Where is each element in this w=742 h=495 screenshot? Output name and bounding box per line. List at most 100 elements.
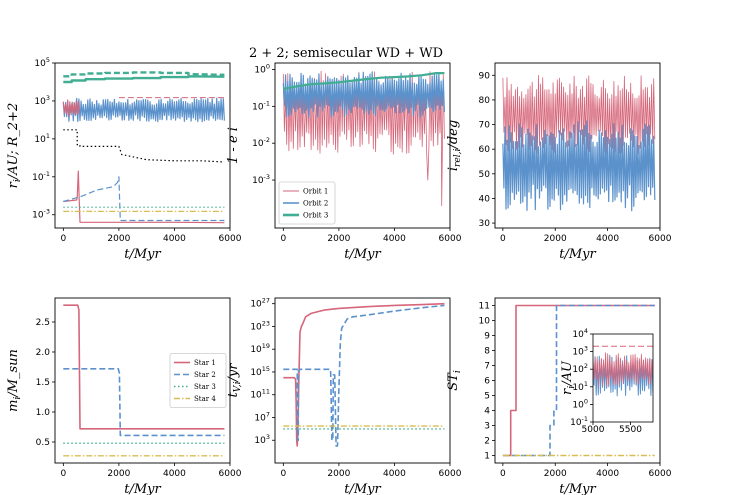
series-line-red: [593, 352, 653, 387]
x-tick-label: 4000: [163, 234, 186, 244]
y-tick-label: 11: [479, 302, 490, 312]
x-tick-label: 6000: [649, 234, 672, 244]
y-tick-label: 80: [479, 96, 491, 106]
x-tick-label: 2000: [327, 234, 350, 244]
legend-label: Star 2: [194, 371, 216, 379]
y-tick-label: 70: [479, 121, 491, 131]
plot-area: [275, 298, 450, 463]
y-axis-label: ri/AU; R_2+2: [6, 103, 23, 189]
y-tick-label: 90: [479, 71, 491, 81]
x-tick-label: 6000: [219, 469, 242, 479]
axes-frame: [274, 62, 451, 229]
x-tick-label: 0: [280, 234, 286, 244]
y-tick-label: 107: [254, 410, 270, 423]
plot-area: [55, 63, 230, 228]
y-tick-label: 10-2: [252, 136, 270, 149]
legend-label: Star 3: [194, 383, 216, 391]
x-tick-label: 2000: [544, 469, 567, 479]
y-tick-label: 1027: [250, 297, 270, 310]
y-tick-label: 1.5: [36, 378, 50, 388]
series-line-green: [63, 75, 225, 84]
y-tick-label: 8: [484, 347, 490, 357]
x-tick-label: 0: [280, 469, 286, 479]
y-tick-label: 6: [484, 377, 490, 387]
chart-p4: 0 2000 4000 6000 0.5 1.0 1.5 2.0 2.5 t/Myr mi/M_su…: [6, 297, 242, 495]
x-tick-label: 2000: [107, 234, 130, 244]
y-tick-label: 10: [479, 317, 491, 327]
legend-label: Star 4: [194, 395, 216, 403]
x-tick-label: 5000: [582, 425, 605, 435]
series-line-red: [283, 302, 445, 447]
y-tick-label: 104: [572, 327, 588, 340]
y-axis-label: irel,i/deg: [446, 120, 463, 171]
chart-p1: 0 2000 4000 6000 10-3 10-1 101 103 105 t/Myr ri/AU…: [6, 56, 242, 262]
y-axis-label: tV,i/yr: [226, 363, 243, 398]
chart-p5: 0 2000 4000 6000 103 107 1011 1015 1019 1023 1027 t…: [226, 297, 462, 495]
x-tick-label: 0: [60, 234, 66, 244]
x-tick-label: 2000: [544, 234, 567, 244]
series-line-green: [63, 71, 225, 78]
y-tick-label: 105: [34, 56, 50, 69]
y-tick-label: 100: [572, 397, 588, 410]
y-tick-label: 10-3: [252, 173, 270, 186]
y-tick-label: 9: [484, 332, 490, 342]
inset-frame: [592, 333, 654, 423]
y-tick-label: 100: [254, 62, 270, 75]
x-tick-label: 4000: [163, 469, 186, 479]
figure-title: 2 + 2; semisecular WD + WD: [249, 46, 443, 61]
y-tick-label: 0.5: [36, 438, 50, 448]
series-line-blue: [283, 304, 445, 447]
y-tick-label: 2: [484, 437, 490, 447]
y-tick-label: 102: [572, 362, 588, 375]
x-tick-label: 4000: [596, 469, 619, 479]
y-tick-label: 2.5: [36, 318, 50, 328]
y-tick-label: 50: [479, 170, 491, 180]
series-line-blue: [63, 176, 225, 222]
y-tick-label: 1.0: [36, 408, 51, 418]
y-tick-label: 1019: [250, 342, 270, 355]
y-axis-label: STi: [446, 370, 463, 391]
y-tick-label: 10-1: [252, 99, 270, 112]
x-tick-label: 4000: [383, 469, 406, 479]
x-tick-label: 6000: [649, 469, 672, 479]
inset-y-label: ri/AU: [560, 360, 577, 395]
y-tick-label: 60: [479, 145, 491, 155]
series-line-blue: [63, 367, 225, 437]
x-tick-label: 4000: [596, 234, 619, 244]
x-axis-label: t/Myr: [559, 482, 596, 495]
series-line-red: [502, 304, 655, 457]
x-tick-label: 6000: [439, 234, 462, 244]
series-line-blue: [62, 97, 225, 123]
x-axis-label: t/Myr: [124, 482, 161, 495]
x-tick-label: 4000: [383, 234, 406, 244]
series-line-red: [63, 304, 225, 430]
y-tick-label: 4: [484, 407, 490, 417]
series-line-red: [63, 170, 225, 224]
legend: [278, 181, 336, 225]
x-tick-label: 2000: [107, 469, 130, 479]
x-tick-label: 6000: [439, 469, 462, 479]
x-axis-label: t/Myr: [559, 247, 596, 262]
series-line-black: [63, 129, 225, 163]
y-tick-label: 10-1: [570, 415, 588, 428]
y-tick-label: 103: [254, 433, 270, 446]
y-tick-label: 2.0: [36, 348, 51, 358]
legend-label: Orbit 3: [303, 212, 328, 220]
y-axis-label: mi/M_sun: [6, 349, 23, 412]
x-axis-label: t/Myr: [124, 247, 161, 262]
series-line-green: [283, 71, 445, 90]
y-tick-label: 5: [484, 392, 490, 402]
legend-label: Star 1: [194, 359, 216, 367]
y-tick-label: 10-1: [32, 170, 50, 183]
legend-label: Orbit 1: [303, 188, 328, 196]
chart-p2: 0 2000 4000 6000 10-3 10-2 10-1 100 t/Myr 1 - e i…: [226, 62, 462, 262]
y-tick-label: 101: [34, 132, 50, 145]
y-tick-label: 103: [34, 94, 50, 107]
x-tick-label: 6000: [219, 234, 242, 244]
inset-chart: 5000 5500 10-1 100 101 102 103 104 ri/AU: [560, 327, 654, 435]
series-line-red: [62, 99, 80, 117]
y-tick-label: 1015: [250, 365, 270, 378]
series-line-blue: [282, 71, 445, 119]
y-tick-label: 101: [572, 380, 588, 393]
